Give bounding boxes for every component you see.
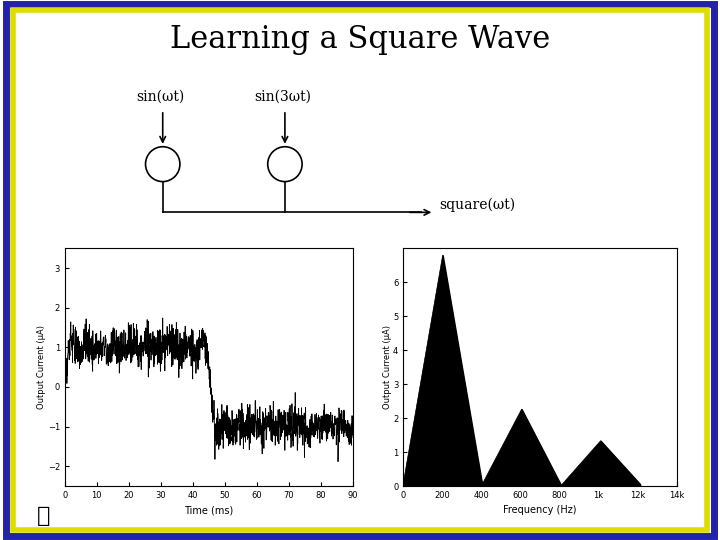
- X-axis label: Frequency (Hz): Frequency (Hz): [503, 505, 577, 515]
- X-axis label: Time (ms): Time (ms): [184, 505, 233, 515]
- Text: sin(ωt): sin(ωt): [136, 90, 184, 104]
- Y-axis label: Output Current (μA): Output Current (μA): [37, 325, 46, 409]
- Text: square(ωt): square(ωt): [438, 197, 515, 212]
- Text: 🐝: 🐝: [37, 505, 50, 526]
- Y-axis label: Output Current (μA): Output Current (μA): [382, 325, 392, 409]
- Text: Learning a Square Wave: Learning a Square Wave: [170, 24, 550, 55]
- Text: sin(3ωt): sin(3ωt): [254, 90, 311, 104]
